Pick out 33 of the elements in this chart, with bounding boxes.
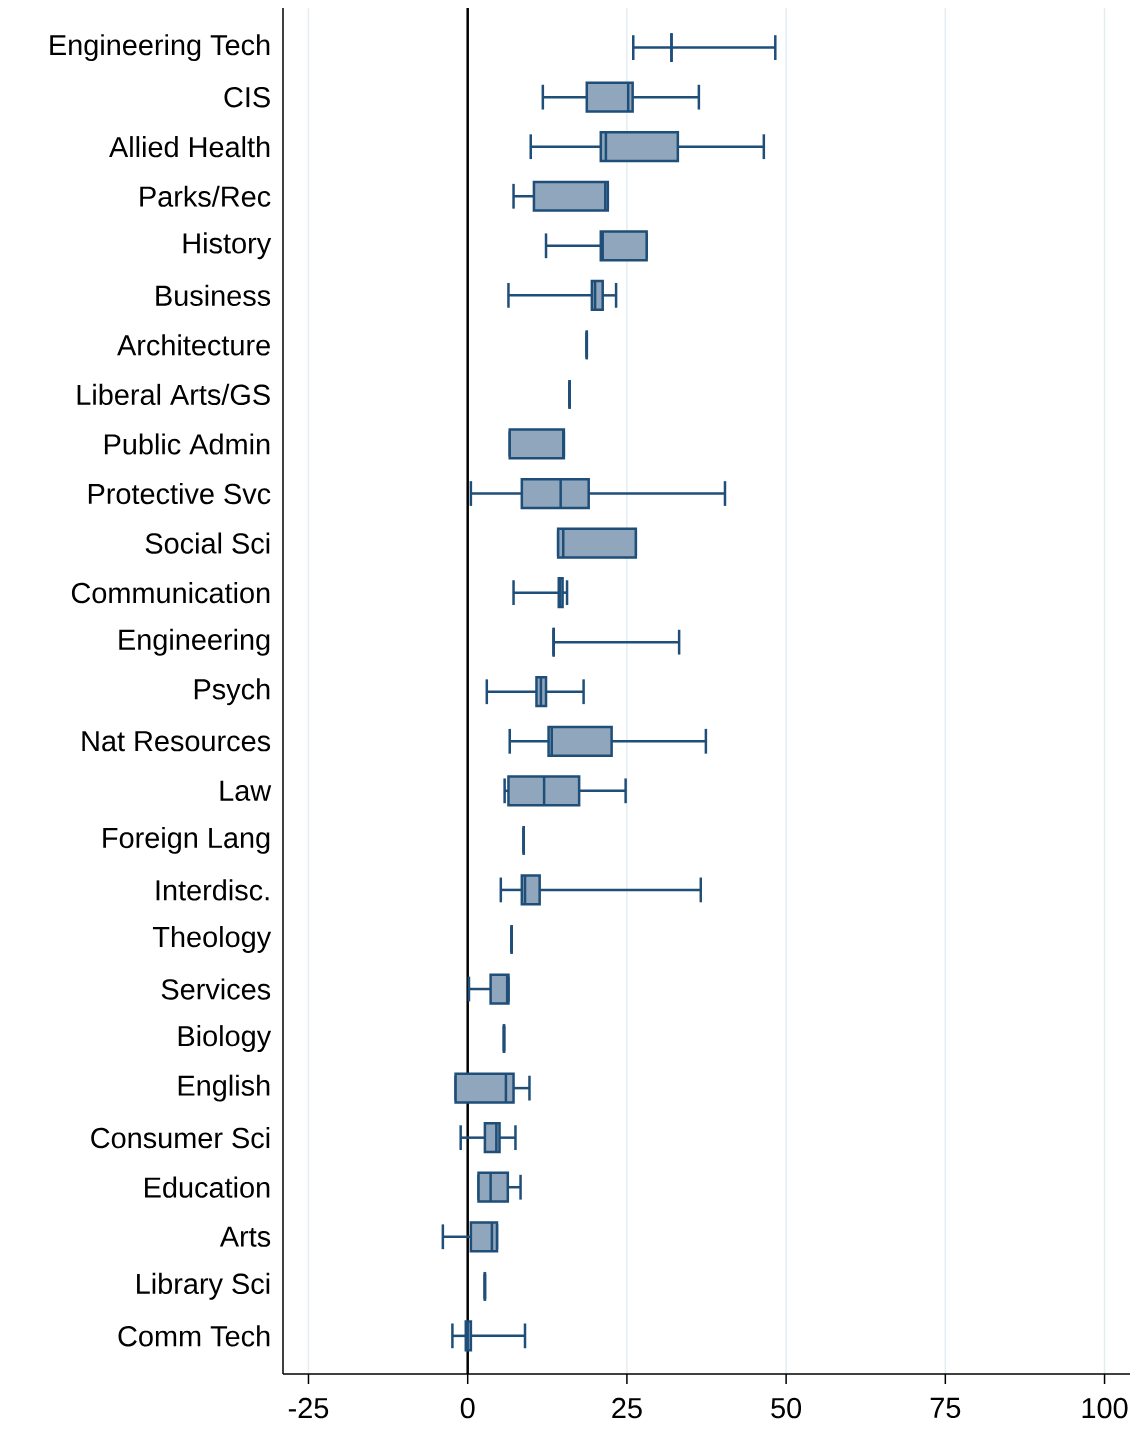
y-tick-label: Biology: [178, 1025, 272, 1053]
x-tick-label: 100: [1082, 1397, 1128, 1419]
y-tick-label: Protective Svc: [88, 482, 271, 505]
y-tick-label: Allied Health: [109, 136, 270, 158]
y-tick-label: Architecture: [117, 334, 270, 356]
y-tick-label: Library Sci: [137, 1272, 270, 1300]
y-tick-label: Public Admin: [104, 433, 270, 455]
y-tick-label: Communication: [71, 582, 270, 604]
y-tick-label: Business: [156, 284, 271, 306]
y-tick-label: Law: [220, 780, 272, 801]
y-tick-label: Interdisc.: [156, 879, 269, 901]
x-tick-label: 25: [612, 1397, 642, 1419]
y-tick-label: English: [178, 1074, 270, 1102]
y-tick-label: Services: [161, 978, 271, 1000]
y-tick-label: Education: [145, 1176, 270, 1198]
y-tick-label: Engineering Tech: [50, 34, 270, 62]
y-tick-label: Parks/Rec: [140, 185, 271, 207]
y-tick-label: Psych: [194, 678, 270, 706]
x-tick-label: 75: [930, 1397, 961, 1418]
x-tick-label: 0: [460, 1397, 475, 1419]
y-tick-label: Comm Tech: [118, 1325, 270, 1347]
y-tick-label: Theology: [152, 926, 272, 953]
x-tick-label: -25: [288, 1397, 329, 1419]
x-tick-label: 50: [771, 1397, 802, 1419]
y-tick-label: Foreign Lang: [103, 826, 270, 854]
y-tick-label: Arts: [219, 1226, 271, 1247]
y-tick-label: Social Sci: [145, 532, 270, 554]
y-tick-label: Liberal Arts/GS: [77, 383, 270, 406]
y-tick-label: CIS: [224, 86, 270, 108]
y-tick-label: History: [183, 232, 272, 260]
y-tick-label: Engineering: [119, 628, 270, 656]
y-tick-label: Nat Resources: [82, 731, 271, 752]
y-tick-label: Consumer Sci: [91, 1127, 270, 1149]
